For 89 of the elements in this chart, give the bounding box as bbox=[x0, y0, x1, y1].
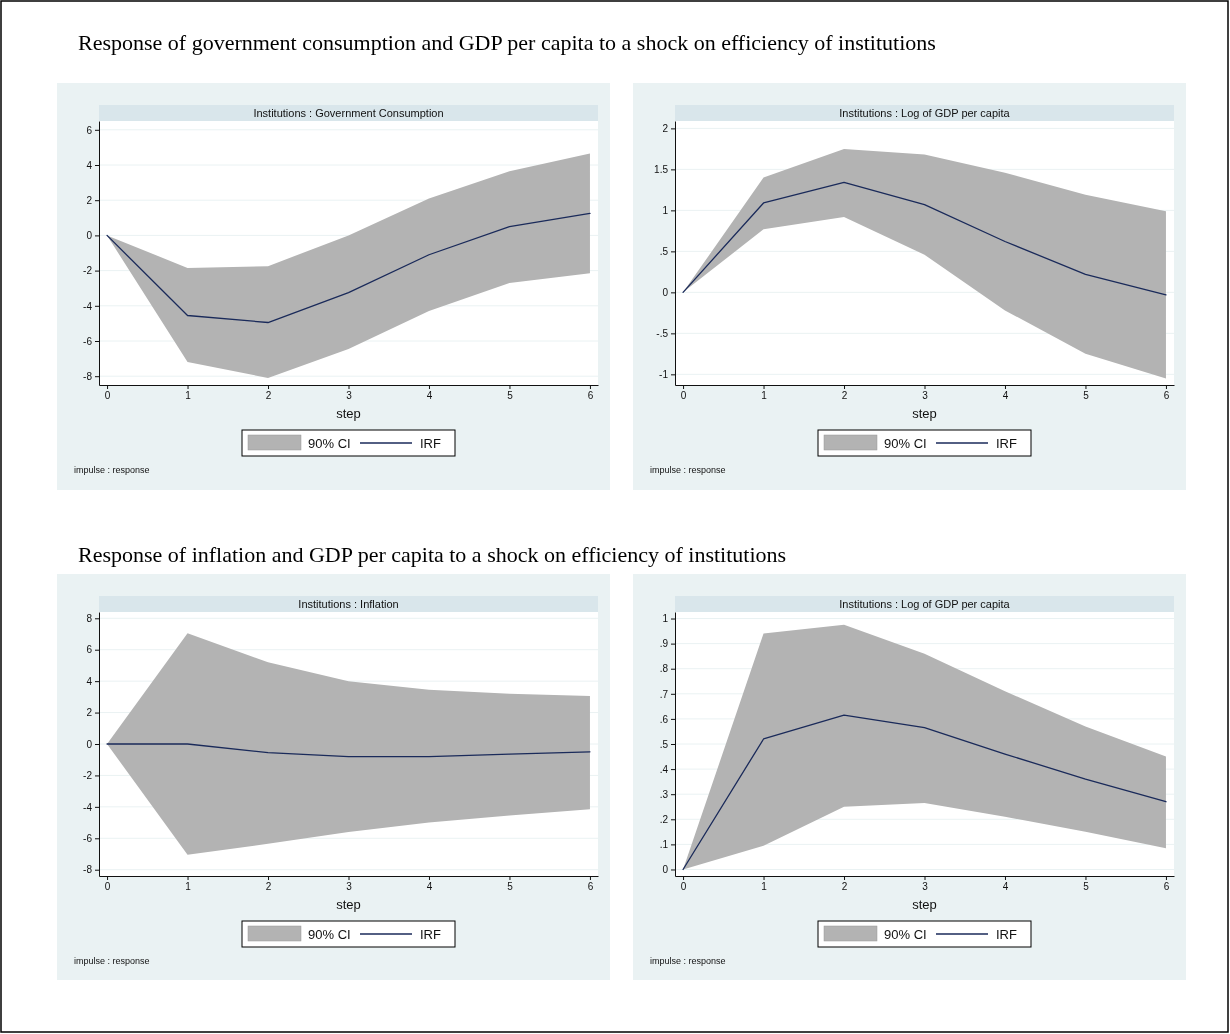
y-tick-label: -1 bbox=[659, 369, 669, 381]
y-tick-label: -6 bbox=[83, 335, 93, 347]
line-series bbox=[682, 181, 1167, 296]
x-tick-label: 4 bbox=[426, 390, 433, 402]
legend-label: IRF bbox=[996, 436, 1017, 451]
y-tick-label: 1 bbox=[662, 205, 669, 217]
x-tick-label: 0 bbox=[104, 390, 111, 402]
y-tick-label: .4 bbox=[659, 763, 669, 775]
y-tick-label: .3 bbox=[659, 788, 669, 800]
y-tick-label: 6 bbox=[86, 644, 93, 656]
y-tick-label: .1 bbox=[659, 839, 669, 851]
y-tick-label: .8 bbox=[659, 663, 669, 675]
y-tick-label: -4 bbox=[83, 300, 93, 312]
chart-title: Response of government consumption and GDP per capita to a shock on efficiency of institutions bbox=[78, 30, 936, 55]
legend-label: IRF bbox=[420, 436, 441, 451]
chart-subtitle: Institutions : Government Consumption bbox=[253, 107, 444, 119]
y-tick-label: 2 bbox=[86, 707, 93, 719]
y-tick-label: 1 bbox=[662, 613, 669, 625]
x-tick-label: 6 bbox=[587, 390, 594, 402]
x-tick-label: 4 bbox=[1002, 390, 1009, 402]
text: impulse : response bbox=[74, 465, 150, 475]
y-tick-label: .5 bbox=[659, 738, 669, 750]
x-axis-title: step bbox=[336, 897, 361, 912]
y-tick-label: 4 bbox=[86, 675, 93, 687]
x-tick-label: 3 bbox=[346, 881, 353, 893]
x-tick-label: 0 bbox=[104, 881, 111, 893]
legend-title: 90% CI bbox=[308, 927, 351, 942]
chart-title: Response of inflation and GDP per capita to a shock on efficiency of institutions bbox=[78, 542, 787, 567]
chart-subtitle: Institutions : Log of GDP per capita bbox=[839, 107, 1011, 119]
y-tick-label: 0 bbox=[86, 230, 93, 242]
x-tick-label: 1 bbox=[761, 390, 768, 402]
x-axis-title: step bbox=[912, 406, 937, 421]
x-tick-label: 0 bbox=[680, 881, 687, 893]
x-tick-label: 5 bbox=[1083, 390, 1090, 402]
y-tick-label: -4 bbox=[83, 801, 93, 813]
y-tick-label: -2 bbox=[83, 265, 93, 277]
legend-label: IRF bbox=[420, 927, 441, 942]
text: impulse : response bbox=[74, 956, 150, 966]
x-axis-title: step bbox=[336, 406, 361, 421]
y-tick-label: .9 bbox=[659, 638, 669, 650]
legend-title: 90% CI bbox=[884, 927, 927, 942]
x-tick-label: 5 bbox=[507, 390, 514, 402]
x-tick-label: 5 bbox=[1083, 881, 1090, 893]
x-tick-label: 6 bbox=[587, 881, 594, 893]
x-tick-label: 3 bbox=[922, 881, 929, 893]
y-tick-label: -2 bbox=[83, 770, 93, 782]
legend-title: 90% CI bbox=[308, 436, 351, 451]
y-tick-label: 1.5 bbox=[654, 164, 669, 176]
x-tick-label: 1 bbox=[185, 881, 192, 893]
x-tick-label: 0 bbox=[680, 390, 687, 402]
x-tick-label: 2 bbox=[841, 881, 848, 893]
line-series bbox=[106, 743, 591, 758]
y-tick-label: 2 bbox=[86, 194, 93, 206]
y-tick-label: -.5 bbox=[656, 328, 669, 340]
y-tick-label: .7 bbox=[659, 688, 669, 700]
x-tick-label: 1 bbox=[761, 881, 768, 893]
y-tick-label: .2 bbox=[659, 813, 669, 825]
y-tick-label: .5 bbox=[659, 246, 669, 258]
y-tick-label: .6 bbox=[659, 713, 669, 725]
x-tick-label: 6 bbox=[1163, 390, 1170, 402]
y-tick-label: 8 bbox=[86, 612, 93, 624]
legend-label: IRF bbox=[996, 927, 1017, 942]
x-tick-label: 2 bbox=[265, 881, 272, 893]
y-tick-label: 0 bbox=[662, 287, 669, 299]
line-series bbox=[106, 212, 591, 324]
y-tick-label: 0 bbox=[662, 864, 669, 876]
x-tick-label: 3 bbox=[922, 390, 929, 402]
x-tick-label: 4 bbox=[1002, 881, 1009, 893]
x-axis-title: step bbox=[912, 897, 937, 912]
chart-subtitle: Institutions : Log of GDP per capita bbox=[839, 598, 1011, 610]
text: impulse : response bbox=[650, 465, 726, 475]
line-series bbox=[682, 714, 1167, 871]
y-tick-label: -6 bbox=[83, 832, 93, 844]
x-tick-label: 2 bbox=[841, 390, 848, 402]
y-tick-label: 2 bbox=[662, 123, 669, 135]
chart-subtitle: Institutions : Inflation bbox=[298, 598, 399, 610]
x-tick-label: 6 bbox=[1163, 881, 1170, 893]
y-tick-label: -8 bbox=[83, 370, 93, 382]
x-tick-label: 2 bbox=[265, 390, 272, 402]
text: impulse : response bbox=[650, 956, 726, 966]
y-tick-label: 6 bbox=[86, 124, 93, 136]
legend-title: 90% CI bbox=[884, 436, 927, 451]
y-tick-label: 0 bbox=[86, 738, 93, 750]
x-tick-label: 5 bbox=[507, 881, 514, 893]
x-tick-label: 3 bbox=[346, 390, 353, 402]
y-tick-label: 4 bbox=[86, 159, 93, 171]
x-tick-label: 4 bbox=[426, 881, 433, 893]
y-tick-label: -8 bbox=[83, 864, 93, 876]
x-tick-label: 1 bbox=[185, 390, 192, 402]
